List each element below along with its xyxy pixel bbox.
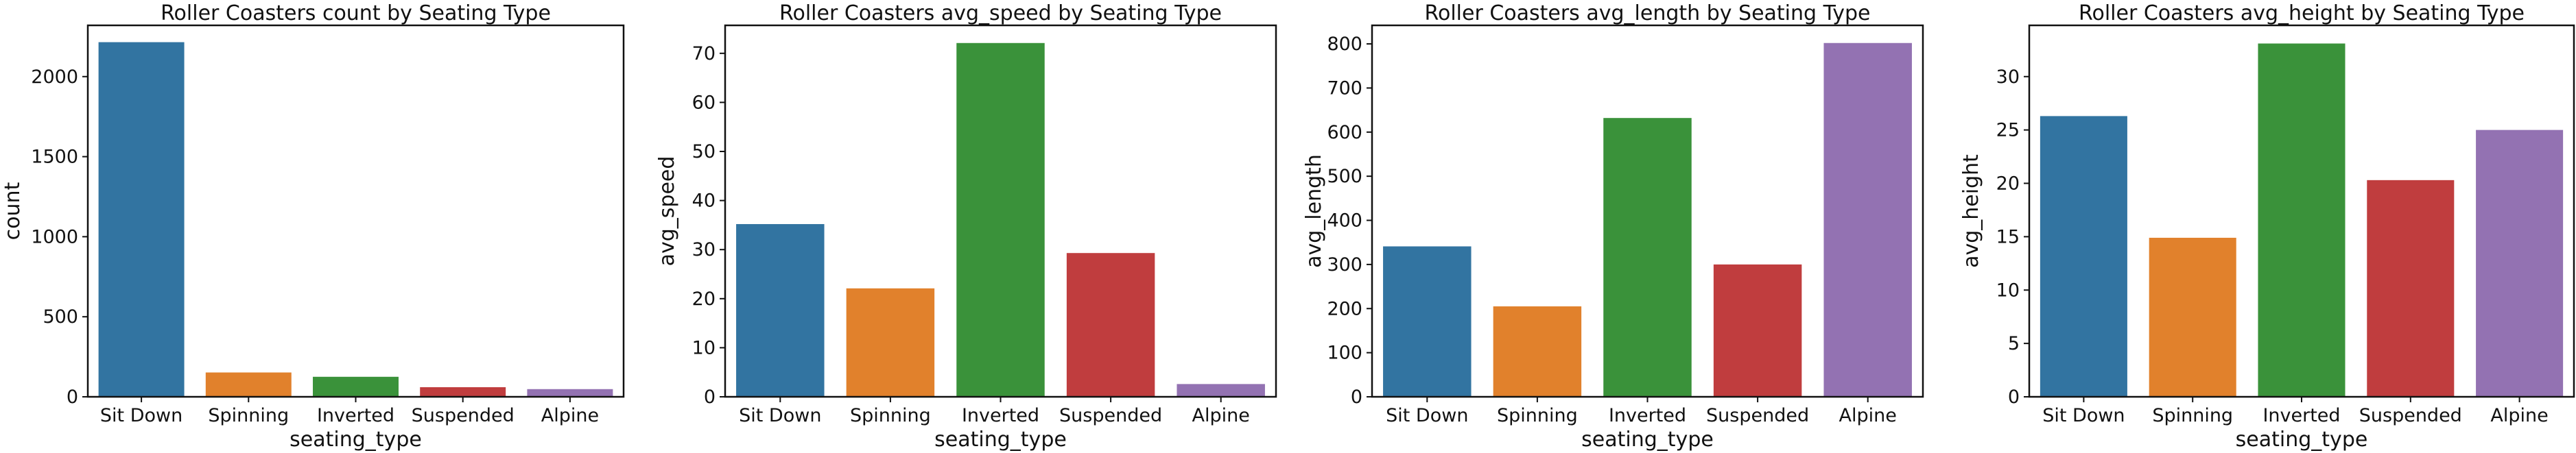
x-tick-label: Suspended [2359,405,2462,426]
y-tick-label: 800 [1327,34,1362,55]
y-tick-label: 400 [1327,210,1362,232]
x-tick-label: Sit Down [739,405,821,426]
y-tick-label: 200 [1327,298,1362,319]
plot-frame [724,24,1277,398]
y-tick-label: 300 [1327,254,1362,276]
bar-sit-down [98,42,185,397]
y-tick-label: 15 [1996,226,2020,247]
y-axis-label: avg_speed [655,156,679,267]
x-tick-label: Spinning [2152,405,2233,426]
bar-spinning [1493,306,1582,397]
chart-panel-4: Sit Down Spinning Inverted Suspended Alpine 0… [1959,1,2575,452]
bar-sit-down [2040,116,2127,397]
bar-alpine [1177,384,1265,397]
x-axis-label: seating_type [2236,428,2368,452]
chart-panel-3: Sit Down Spinning Inverted Suspended Alpine 0… [1302,1,1924,452]
x-tick-label: Spinning [208,405,289,426]
x-tick-label: Suspended [412,405,515,426]
x-axis-label: seating_type [1581,428,1714,452]
bar-alpine [2476,130,2564,397]
y-tick-label: 0 [704,387,716,408]
y-tick-label: 70 [692,43,716,64]
x-axis-label: seating_type [934,428,1067,452]
y-tick-label: 0 [2008,387,2020,408]
x-tick-label: Alpine [541,405,599,426]
bar-alpine [1823,42,1912,397]
x-tick-label: Alpine [2490,405,2548,426]
y-axis-label: avg_length [1302,154,1326,268]
x-tick-label: Inverted [317,405,394,426]
y-tick-label: 100 [1327,343,1362,364]
chart-title: Roller Coasters avg_length by Seating Ty… [1424,1,1870,25]
bar-inverted [313,376,399,397]
x-tick-label: Sit Down [100,405,182,426]
x-tick-label: Sit Down [2042,405,2125,426]
bar-inverted [956,42,1045,397]
chart-panel-2: Sit Down Spinning Inverted Suspended Alpine 0… [655,1,1277,452]
y-axis-label: count [1,182,25,240]
chart-panel-1: Sit Down Spinning Inverted Suspended Alpine 0… [1,1,625,452]
y-tick-label: 30 [1996,66,2020,88]
y-axis-label: avg_height [1959,154,1983,268]
bar-inverted [2258,43,2345,397]
bar-spinning [205,372,292,397]
bar-inverted [1603,118,1692,397]
x-tick-label: Alpine [1839,405,1897,426]
x-tick-label: Suspended [1706,405,1809,426]
plot-frame [1371,24,1924,398]
y-tick-label: 25 [1996,120,2020,141]
y-tick-label: 10 [692,337,716,358]
y-tick-label: 20 [1996,173,2020,195]
bar-spinning [846,288,935,397]
y-tick-label: 1000 [31,226,78,247]
chart-title: Roller Coasters count by Seating Type [161,1,551,25]
y-tick-label: 500 [43,306,78,328]
bar-suspended [420,387,506,397]
plot-frame [86,24,625,398]
y-tick-label: 10 [1996,280,2020,301]
x-tick-label: Inverted [962,405,1039,426]
bar-sit-down [1383,246,1472,397]
y-tick-label: 0 [67,387,78,408]
y-tick-label: 500 [1327,166,1362,187]
bar-alpine [527,389,613,397]
bar-spinning [2149,237,2236,397]
x-tick-label: Spinning [850,405,931,426]
x-tick-label: Sit Down [1386,405,1468,426]
x-tick-label: Alpine [1192,405,1250,426]
y-tick-label: 60 [692,92,716,113]
x-axis-label: seating_type [289,428,422,452]
x-tick-label: Spinning [1497,405,1578,426]
y-tick-label: 2000 [31,66,78,88]
y-tick-label: 40 [692,191,716,212]
bar-suspended [1713,264,1802,397]
y-tick-label: 1500 [31,147,78,168]
y-tick-label: 20 [692,289,716,310]
bar-sit-down [736,223,825,397]
chart-title: Roller Coasters avg_height by Seating Ty… [2079,1,2525,25]
x-tick-label: Inverted [1609,405,1686,426]
y-tick-label: 5 [2008,333,2020,354]
x-tick-label: Suspended [1059,405,1162,426]
y-tick-label: 600 [1327,122,1362,143]
y-tick-label: 0 [1351,387,1362,408]
plot-frame [2028,24,2575,398]
y-tick-label: 30 [692,239,716,260]
bar-suspended [1066,253,1155,397]
chart-title: Roller Coasters avg_speed by Seating Typ… [779,1,1222,25]
y-tick-label: 700 [1327,77,1362,99]
x-tick-label: Inverted [2262,405,2340,426]
y-tick-label: 50 [692,141,716,162]
bar-suspended [2367,180,2455,397]
